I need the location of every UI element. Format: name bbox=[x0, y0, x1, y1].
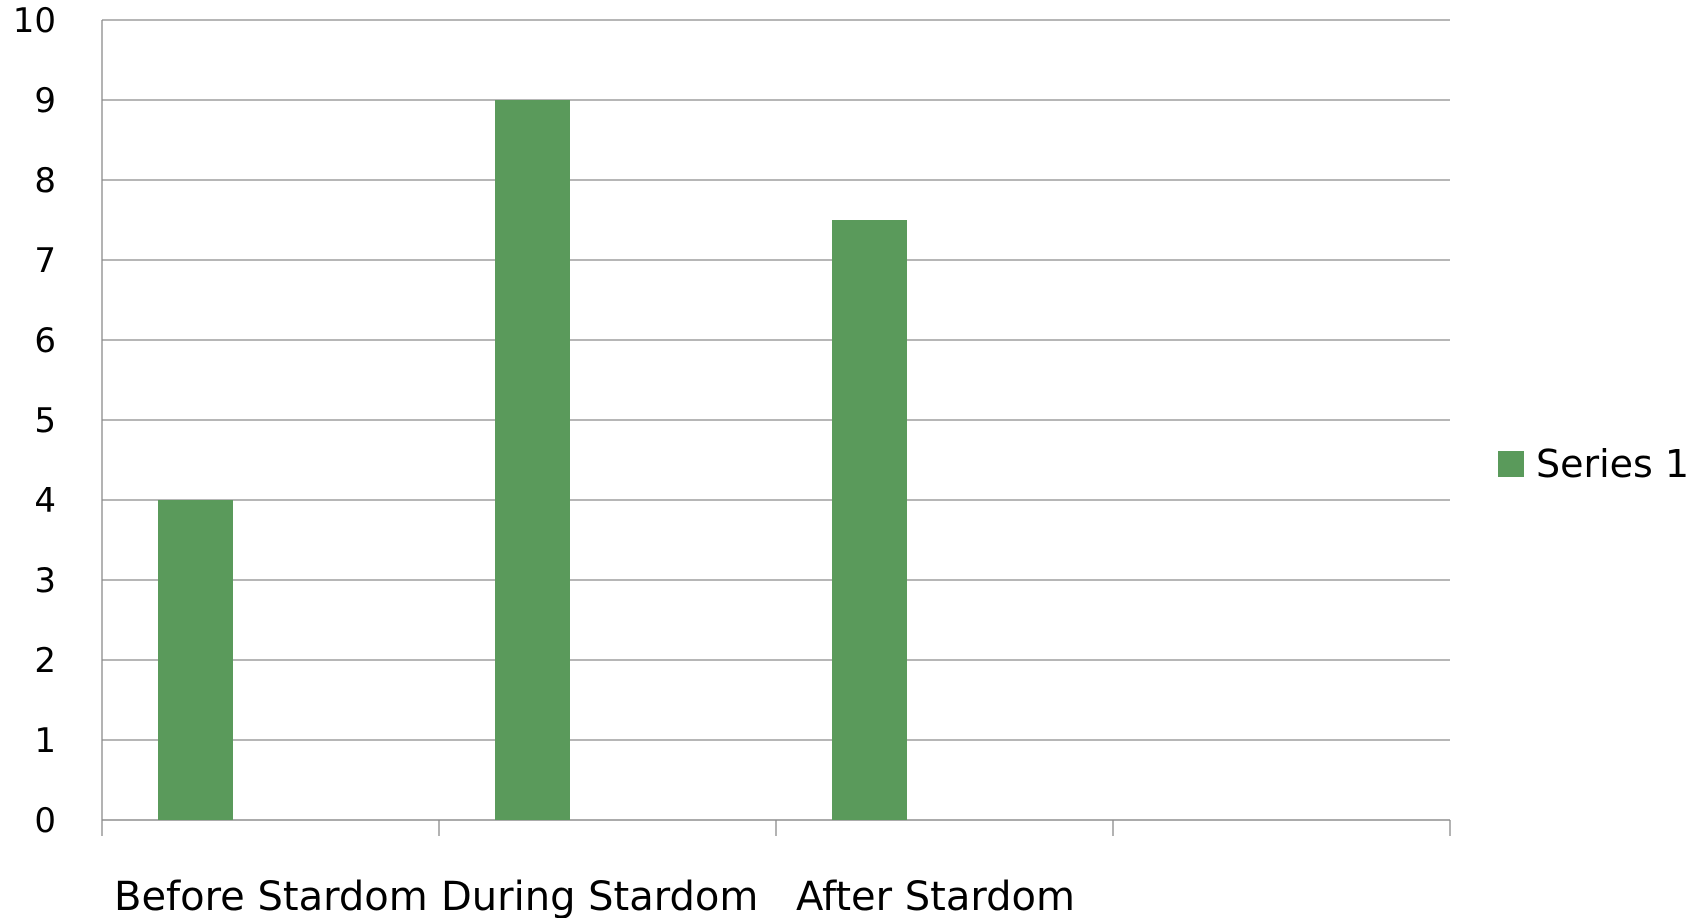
y-tick-label: 7 bbox=[34, 241, 56, 281]
x-category-label: Before Stardom bbox=[114, 874, 428, 918]
bar bbox=[495, 100, 570, 820]
y-tick-label: 6 bbox=[34, 321, 56, 361]
gridlines bbox=[102, 19, 1450, 821]
x-category-label: After Stardom bbox=[796, 874, 1075, 918]
legend-label: Series 1 bbox=[1536, 442, 1689, 486]
bar bbox=[158, 500, 233, 820]
y-tick-label: 3 bbox=[34, 561, 56, 601]
y-tick-label: 9 bbox=[34, 81, 56, 121]
bar bbox=[832, 220, 907, 820]
y-tick-labels: 0 1 2 3 4 5 6 7 8 9 10 bbox=[13, 1, 56, 841]
legend: Series 1 bbox=[1498, 442, 1689, 486]
legend-swatch bbox=[1498, 451, 1524, 477]
y-tick-label: 10 bbox=[13, 1, 56, 41]
x-category-label: During Stardom bbox=[441, 874, 758, 918]
y-tick-label: 5 bbox=[34, 401, 56, 441]
bars bbox=[158, 100, 907, 820]
y-tick-label: 0 bbox=[34, 801, 56, 841]
y-tick-label: 1 bbox=[34, 721, 56, 761]
y-tick-label: 4 bbox=[34, 481, 56, 521]
axes bbox=[101, 20, 1451, 836]
y-tick-label: 2 bbox=[34, 641, 56, 681]
y-tick-label: 8 bbox=[34, 161, 56, 201]
x-category-labels: Before Stardom During Stardom After Stardo… bbox=[114, 874, 1075, 918]
